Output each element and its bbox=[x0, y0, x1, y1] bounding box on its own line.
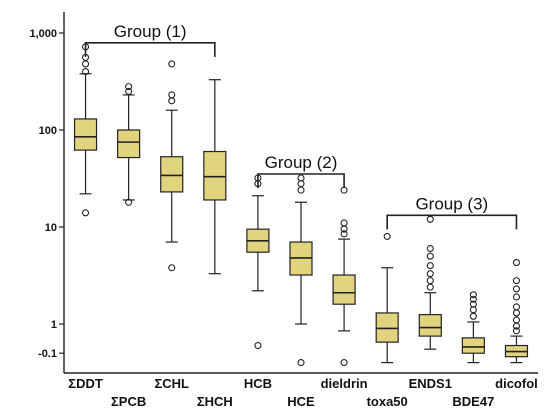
outlier-point bbox=[297, 186, 305, 194]
category-label: HCB bbox=[244, 376, 272, 391]
y-tick-label: 10 bbox=[45, 222, 57, 234]
group-bracket bbox=[84, 42, 216, 57]
iqr-box bbox=[375, 312, 399, 343]
outlier-point bbox=[469, 295, 477, 303]
box-5 bbox=[289, 174, 313, 367]
outlier-point bbox=[512, 309, 521, 317]
axes: 1,000 100 10 1 -0.1 bbox=[29, 12, 538, 374]
iqr-box bbox=[332, 274, 356, 305]
y-tick-label: 1,000 bbox=[29, 28, 57, 40]
category-label: ΣHCH bbox=[197, 394, 233, 409]
outlier-point bbox=[81, 68, 90, 76]
outlier-point bbox=[512, 316, 521, 324]
iqr-box bbox=[160, 156, 184, 193]
category-label: ΣPCB bbox=[111, 394, 146, 409]
outlier-point bbox=[426, 244, 434, 253]
outlier-point bbox=[254, 174, 262, 182]
group-bracket bbox=[386, 214, 518, 230]
outlier-point bbox=[469, 300, 477, 308]
outlier-point bbox=[81, 43, 90, 51]
box-3 bbox=[203, 79, 227, 275]
outlier-point bbox=[469, 312, 477, 320]
category-label: dieldrin bbox=[321, 376, 368, 391]
outlier-point bbox=[340, 230, 348, 238]
box-10 bbox=[504, 259, 529, 364]
outlier-point bbox=[125, 198, 133, 206]
outlier-point bbox=[168, 91, 176, 99]
box-1 bbox=[117, 83, 141, 206]
outlier-point bbox=[125, 83, 133, 91]
outlier-point bbox=[340, 359, 348, 367]
outlier-point bbox=[512, 303, 521, 311]
outlier-point bbox=[383, 232, 391, 240]
box-4 bbox=[246, 174, 270, 350]
category-label: BDE47 bbox=[452, 394, 494, 409]
outlier-point bbox=[81, 209, 90, 217]
outlier-point bbox=[512, 327, 521, 335]
category-label: ΣDDT bbox=[68, 376, 103, 391]
iqr-box bbox=[203, 150, 227, 201]
box-0 bbox=[73, 43, 98, 217]
group-label: Group (2) bbox=[265, 153, 338, 172]
outlier-point bbox=[168, 264, 176, 272]
outlier-point bbox=[81, 60, 90, 68]
outlier-point bbox=[297, 174, 305, 182]
outlier-point bbox=[426, 252, 434, 260]
outlier-point bbox=[426, 270, 434, 278]
box-2 bbox=[160, 60, 184, 272]
outlier-point bbox=[254, 341, 262, 350]
group-label: Group (1) bbox=[114, 22, 187, 41]
outlier-point bbox=[469, 291, 477, 299]
box-8 bbox=[418, 215, 442, 350]
category-label: toxa50 bbox=[367, 394, 408, 409]
group-brackets: Group (1) Group (2) Group (3) bbox=[84, 22, 518, 230]
outlier-point bbox=[512, 285, 521, 293]
boxes bbox=[73, 43, 529, 367]
category-label: HCE bbox=[287, 394, 315, 409]
outlier-point bbox=[426, 215, 434, 223]
iqr-box bbox=[461, 337, 485, 354]
group-label: Group (3) bbox=[415, 194, 488, 213]
outlier-point bbox=[426, 283, 434, 291]
box-9 bbox=[461, 291, 485, 364]
outlier-point bbox=[426, 262, 434, 270]
outlier-point bbox=[168, 60, 176, 68]
outlier-point bbox=[512, 293, 521, 301]
outlier-point bbox=[125, 87, 133, 95]
outlier-point bbox=[512, 277, 521, 285]
box-7 bbox=[375, 232, 399, 364]
category-label: ΣCHL bbox=[154, 376, 189, 391]
y-tick-label: -0.1 bbox=[38, 348, 57, 360]
outlier-point bbox=[512, 259, 521, 267]
outlier-point bbox=[297, 359, 305, 367]
category-label: ENDS1 bbox=[409, 376, 452, 391]
category-label: dicofol bbox=[495, 376, 538, 391]
category-labels: ΣDDT ΣPCB ΣCHL ΣHCH HCB HCE dieldrin toxa50ENDS… bbox=[68, 376, 537, 409]
y-tick-label: 1 bbox=[51, 319, 57, 331]
outlier-point bbox=[340, 219, 348, 227]
outlier-point bbox=[426, 277, 434, 285]
iqr-box bbox=[117, 129, 141, 159]
outlier-point bbox=[81, 53, 90, 61]
box-6 bbox=[332, 186, 356, 367]
iqr-box bbox=[418, 313, 442, 337]
iqr-box bbox=[73, 118, 98, 151]
outlier-point bbox=[168, 97, 176, 105]
y-tick-label: 100 bbox=[39, 125, 57, 137]
outlier-point bbox=[340, 186, 348, 194]
